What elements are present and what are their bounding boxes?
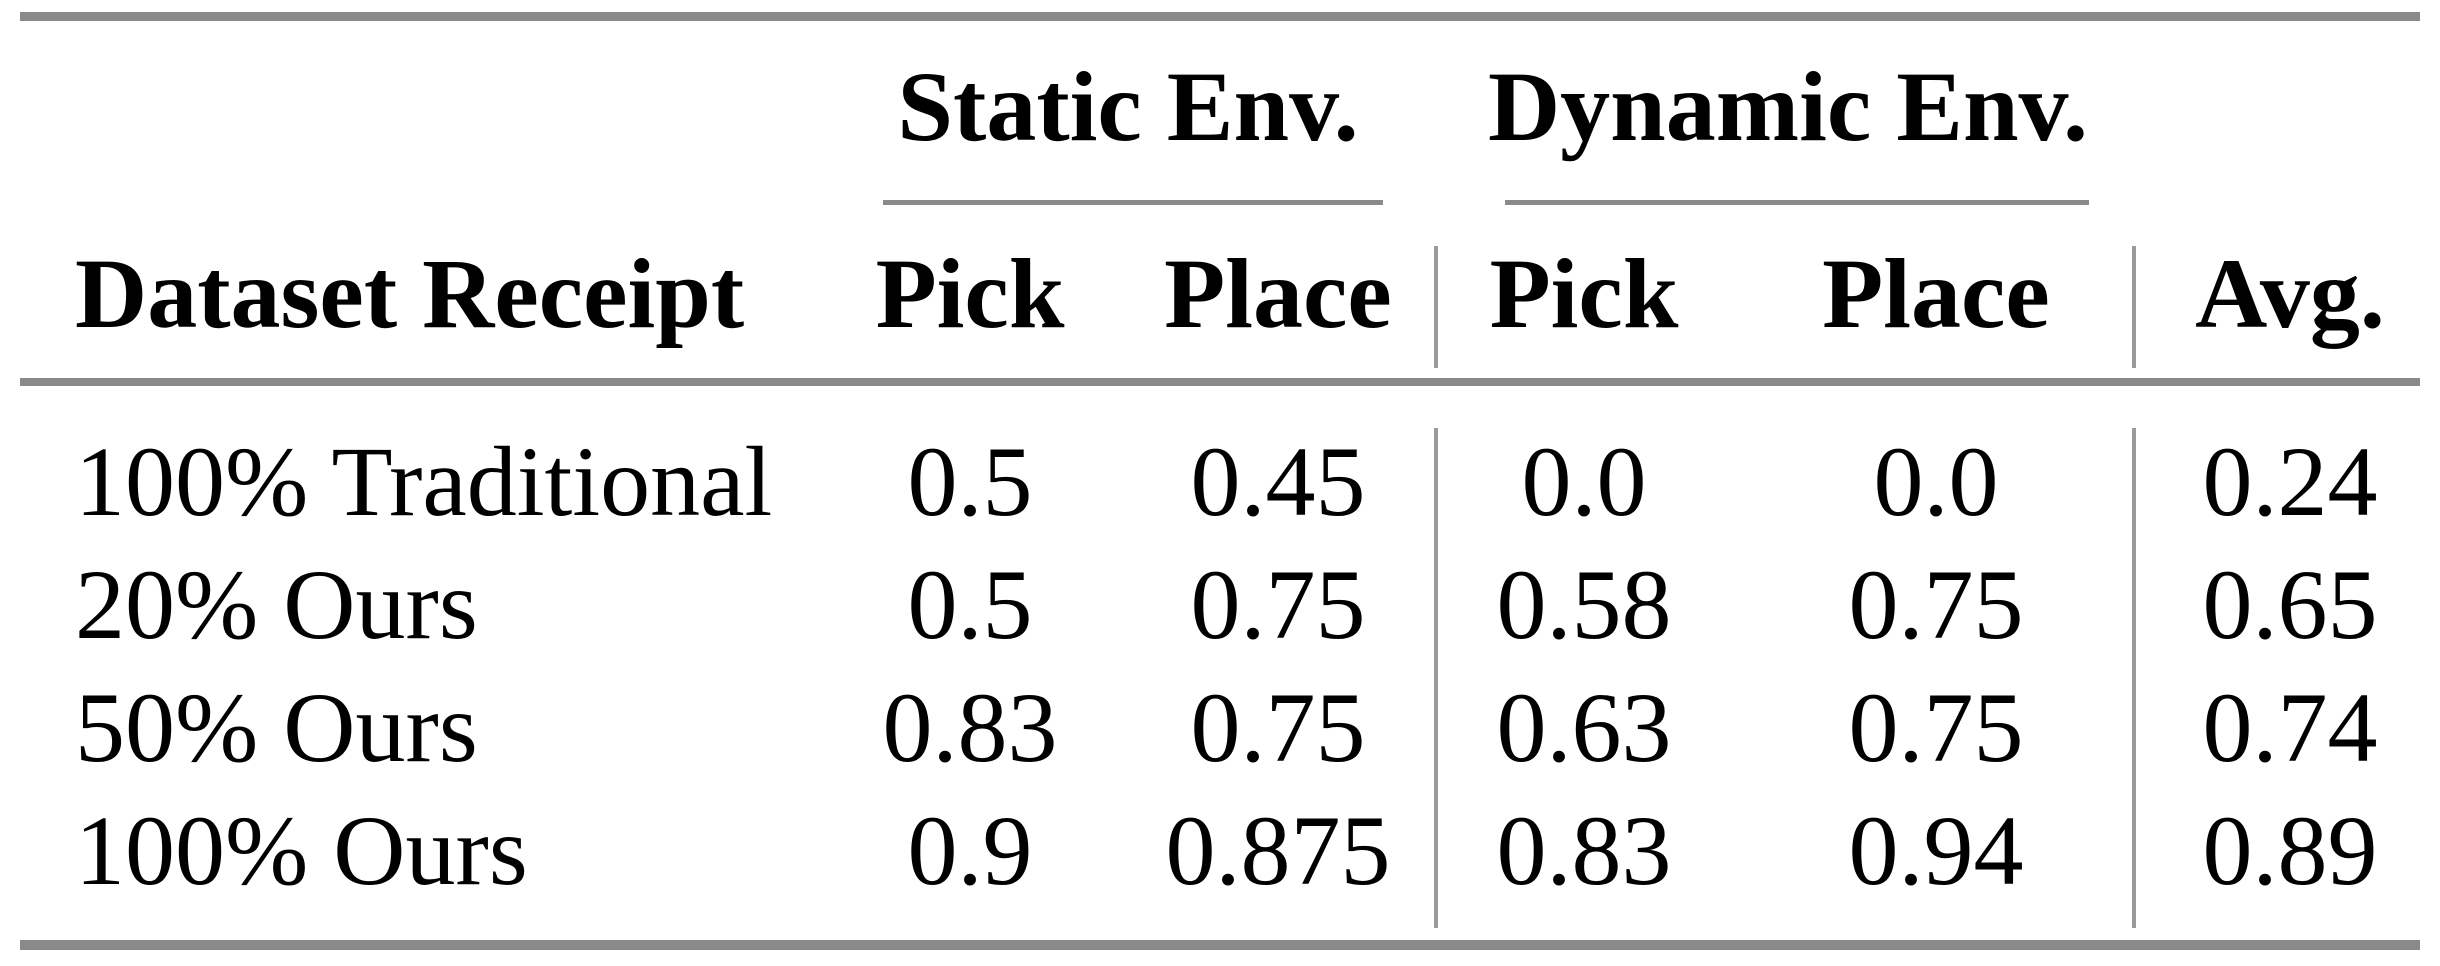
cell-value: 0.875 [1165,794,1391,906]
cell-value: 0.0 [1521,425,1647,537]
header-dynamic-pick: Pick [1489,238,1679,349]
cell-value: 0.58 [1496,548,1672,660]
cell-value: 0.83 [882,671,1058,783]
cell-value: 0.5 [907,548,1033,660]
top-rule [20,12,2420,21]
dynamic-avg-divider-body [2132,428,2136,928]
cell-value: 0.94 [1848,794,2024,906]
cell-value: 0.89 [2202,794,2378,906]
header-avg: Avg. [2195,238,2385,349]
static-dynamic-divider-body [1434,428,1438,928]
cell-value: 0.75 [1190,671,1366,783]
col-group-static-env: Static Env. [897,50,1359,162]
cell-value: 0.63 [1496,671,1672,783]
row-label: 100% Ours [75,794,528,906]
cell-value: 0.75 [1848,548,2024,660]
dynamic-avg-divider-header [2132,246,2136,368]
cell-value: 0.65 [2202,548,2378,660]
cell-value: 0.9 [907,794,1033,906]
row-label: 50% Ours [75,671,478,783]
header-dynamic-place: Place [1822,238,2050,349]
header-static-pick: Pick [875,238,1065,349]
row-label: 100% Traditional [75,425,773,537]
header-dataset-receipt: Dataset Receipt [75,238,745,349]
bottom-rule [20,940,2420,950]
cell-value: 0.75 [1848,671,2024,783]
header-static-place: Place [1164,238,1392,349]
dynamic-env-underline [1505,200,2089,205]
cell-value: 0.83 [1496,794,1672,906]
cell-value: 0.75 [1190,548,1366,660]
header-midrule [20,378,2420,386]
row-label: 20% Ours [75,548,478,660]
cell-value: 0.0 [1873,425,1999,537]
col-group-dynamic-env: Dynamic Env. [1487,50,2089,162]
cell-value: 0.74 [2202,671,2378,783]
cell-value: 0.5 [907,425,1033,537]
static-dynamic-divider-header [1434,246,1438,368]
static-env-underline [883,200,1383,205]
cell-value: 0.45 [1190,425,1366,537]
cell-value: 0.24 [2202,425,2378,537]
